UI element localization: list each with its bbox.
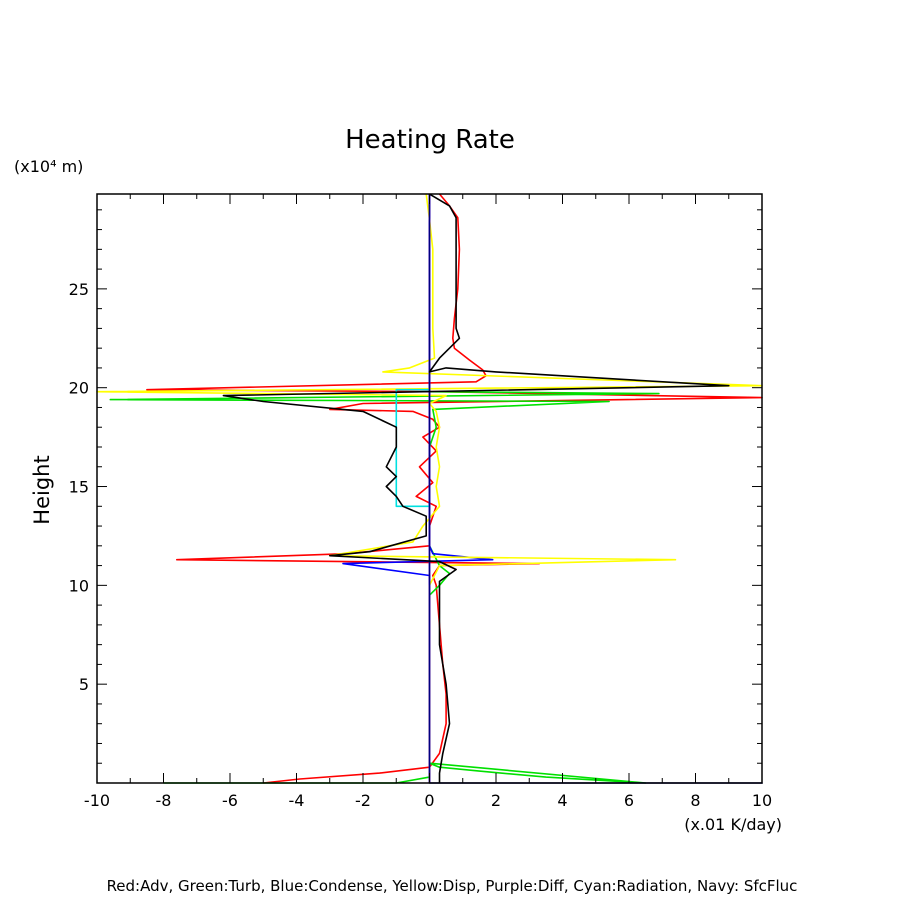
series-line-condense [342, 194, 494, 783]
plot-frame [96, 193, 763, 784]
series-line-total [222, 193, 730, 783]
y-tick-label: 25 [69, 280, 89, 299]
chart-title: Heating Rate [345, 125, 515, 155]
series-layer [96, 193, 763, 784]
y-tick-label: 10 [69, 576, 89, 595]
x-tick-label: -6 [222, 791, 238, 810]
x-tick-label: -10 [84, 791, 110, 810]
x-tick-label: 10 [752, 791, 772, 810]
x-tick-label: 4 [557, 791, 567, 810]
y-axis-unit: (x10⁴ m) [14, 157, 83, 176]
x-axis-unit: (x.01 K/day) [684, 815, 782, 834]
y-tick-label: 15 [69, 478, 89, 497]
x-tick-label: 8 [690, 791, 700, 810]
x-tick-label: 6 [624, 791, 634, 810]
axis-layer: -10 -8 -6 -4 -2 0 2 4 6 8 10 5 10 15 20 25 [69, 194, 772, 810]
y-axis-label: Height [30, 455, 54, 524]
x-tick-label: -8 [156, 791, 172, 810]
x-tick-label: 2 [491, 791, 501, 810]
series-line-turb [109, 194, 660, 784]
y-tick-label: 5 [79, 675, 89, 694]
series-line-adv [146, 193, 763, 784]
legend-caption: Red:Adv, Green:Turb, Blue:Condense, Yell… [106, 877, 798, 895]
y-tick-label: 20 [69, 379, 89, 398]
x-tick-label: -4 [289, 791, 305, 810]
series-line-sfcfluc [428, 194, 763, 784]
x-tick-label: -2 [355, 791, 371, 810]
x-tick-label: 0 [424, 791, 434, 810]
